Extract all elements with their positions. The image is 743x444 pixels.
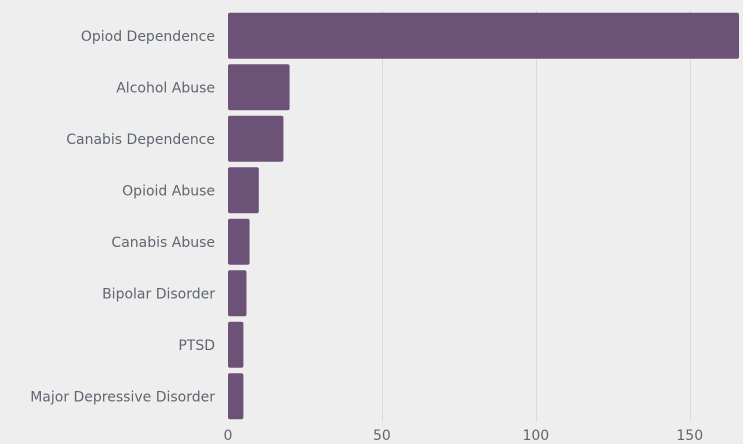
bar xyxy=(228,115,284,162)
x-axis-tick-labels: 0 50 100 150 xyxy=(224,428,704,444)
category-label: Alcohol Abuse xyxy=(116,80,215,96)
bar xyxy=(228,167,259,214)
category-label: PTSD xyxy=(178,338,215,354)
category-labels: Opiod Dependence Alcohol Abuse Canabis Dep… xyxy=(30,29,215,406)
category-label: Canabis Abuse xyxy=(111,235,215,251)
bars xyxy=(228,12,739,420)
gridlines xyxy=(382,10,691,422)
bar xyxy=(228,218,250,265)
category-label: Opiod Dependence xyxy=(81,29,215,45)
category-label: Bipolar Disorder xyxy=(102,286,215,302)
category-label: Major Depressive Disorder xyxy=(30,389,215,405)
x-tick-label: 50 xyxy=(373,428,391,444)
x-tick-label: 0 xyxy=(224,428,233,444)
bar xyxy=(228,270,247,317)
bar xyxy=(228,64,290,111)
x-tick-label: 100 xyxy=(522,428,549,444)
category-label: Canabis Dependence xyxy=(66,132,215,148)
bar xyxy=(228,321,244,368)
bar xyxy=(228,12,739,59)
category-label: Opioid Abuse xyxy=(122,183,215,199)
bar xyxy=(228,373,244,420)
x-tick-label: 150 xyxy=(676,428,703,444)
